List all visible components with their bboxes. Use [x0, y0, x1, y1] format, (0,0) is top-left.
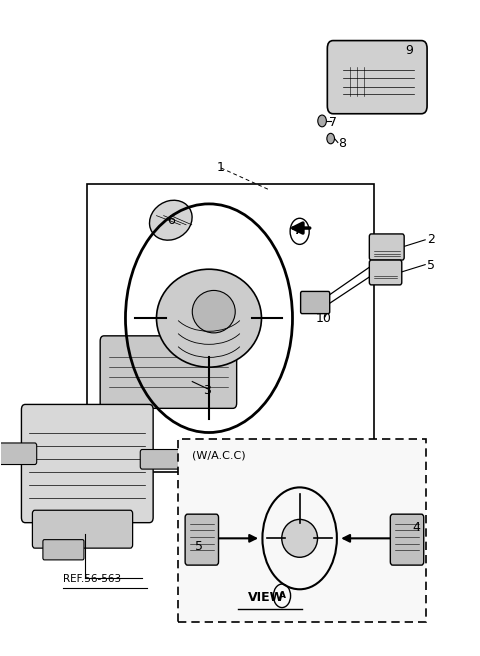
FancyBboxPatch shape	[185, 514, 218, 565]
Bar	[87, 184, 373, 472]
Text: VIEW: VIEW	[248, 590, 285, 604]
Text: REF.56-563: REF.56-563	[63, 575, 121, 584]
Text: 8: 8	[338, 137, 347, 150]
Text: 4: 4	[413, 521, 420, 534]
Circle shape	[318, 115, 326, 127]
FancyBboxPatch shape	[0, 443, 36, 464]
Bar	[178, 439, 426, 622]
Text: (W/A.C.C): (W/A.C.C)	[192, 451, 246, 461]
Text: A: A	[278, 591, 286, 600]
Text: 7: 7	[329, 115, 337, 129]
Text: 1: 1	[217, 161, 225, 174]
FancyBboxPatch shape	[327, 41, 427, 113]
FancyBboxPatch shape	[369, 260, 402, 285]
FancyBboxPatch shape	[43, 540, 84, 560]
FancyBboxPatch shape	[300, 291, 330, 314]
FancyBboxPatch shape	[390, 514, 424, 565]
Text: 9: 9	[406, 44, 413, 57]
FancyBboxPatch shape	[33, 510, 132, 548]
Text: 5: 5	[195, 541, 204, 553]
Ellipse shape	[149, 200, 192, 240]
Text: 5: 5	[427, 259, 435, 272]
Text: 3: 3	[203, 384, 211, 397]
FancyBboxPatch shape	[100, 336, 237, 408]
Ellipse shape	[156, 269, 262, 367]
Circle shape	[327, 133, 335, 144]
Ellipse shape	[192, 291, 235, 333]
Text: 10: 10	[315, 312, 332, 325]
FancyBboxPatch shape	[22, 405, 153, 523]
Ellipse shape	[282, 520, 318, 558]
Text: 6: 6	[167, 214, 175, 227]
FancyBboxPatch shape	[369, 234, 404, 260]
Text: A: A	[296, 226, 303, 236]
FancyBboxPatch shape	[140, 449, 180, 469]
Text: 2: 2	[427, 234, 435, 246]
